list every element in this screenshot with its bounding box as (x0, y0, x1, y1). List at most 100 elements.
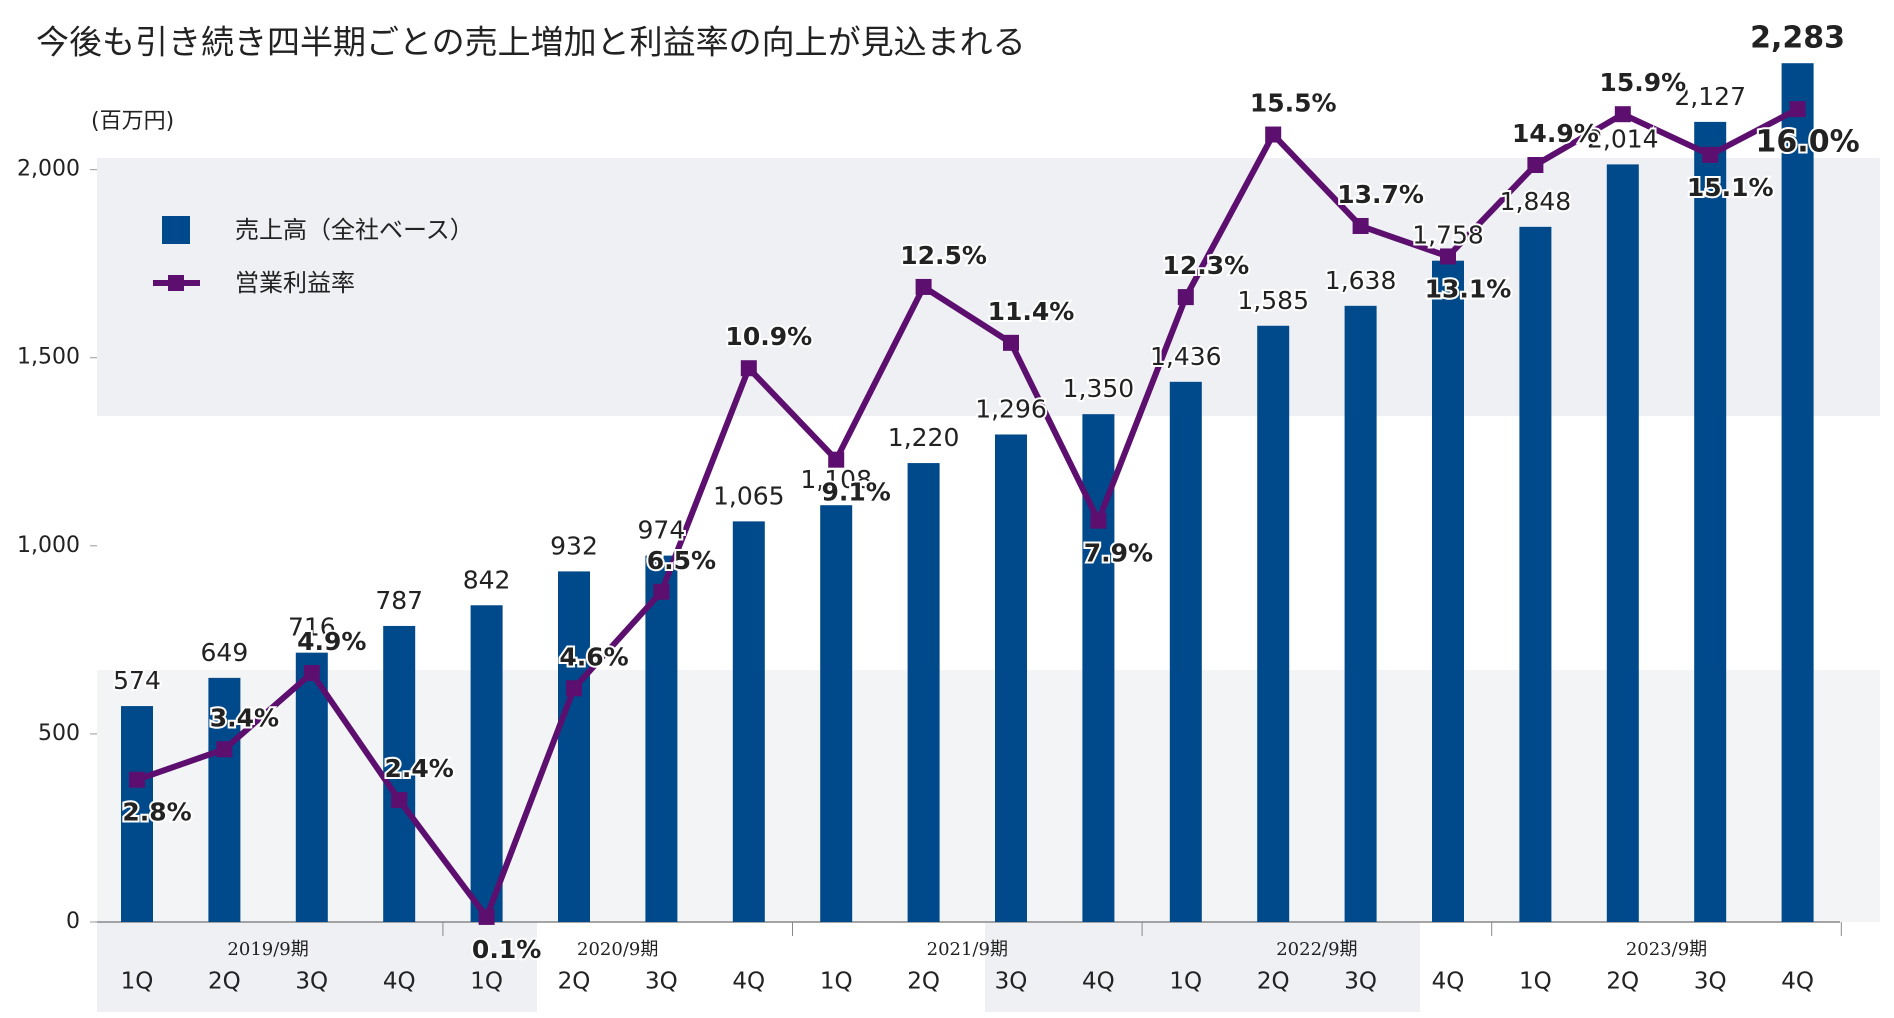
bar-value-label: 1,296 (975, 394, 1047, 423)
x-tick-label: 2Q (1606, 969, 1639, 995)
line-marker (1090, 512, 1107, 529)
line-marker (129, 771, 145, 788)
bar-value-label: 1,436 (1150, 342, 1222, 371)
chart-title: 今後も引き続き四半期ごとの売上増加と利益率の向上が見込まれる (36, 23, 1026, 62)
bar-value-label: 1,638 (1325, 266, 1397, 295)
x-tick-label: 2Q (558, 969, 591, 995)
bar (1169, 381, 1202, 922)
bar (558, 571, 590, 922)
bar (208, 677, 241, 922)
bar-value-label: 974 (638, 516, 686, 545)
line-marker (1265, 126, 1282, 143)
line-value-label: 10.9% (725, 322, 812, 351)
line-value-label: 11.4% (988, 297, 1075, 326)
bar (1781, 63, 1814, 922)
line-marker (1789, 101, 1806, 118)
line-value-label: 12.5% (900, 241, 987, 270)
line-marker (1352, 217, 1369, 234)
line-marker (1003, 334, 1019, 351)
line-value-label: 7.9% (1084, 539, 1153, 568)
x-tick-label: 1Q (121, 969, 154, 995)
background-band (97, 922, 537, 1012)
line-marker (653, 583, 670, 600)
x-tick-label: 4Q (383, 969, 416, 995)
line-value-label: 13.7% (1337, 180, 1424, 209)
x-tick-label: 1Q (820, 969, 853, 995)
x-tick-label: 2Q (907, 969, 940, 995)
bar (995, 434, 1027, 922)
x-tick-label: 3Q (295, 969, 328, 995)
bar (383, 625, 416, 922)
line-value-label: 15.1% (1687, 173, 1774, 202)
bar-value-label: 1,585 (1237, 286, 1309, 315)
line-value-label: 3.4% (210, 703, 279, 732)
line-marker (566, 680, 582, 697)
x-tick-label: 4Q (1781, 969, 1814, 995)
group-label: 2023/9期 (1626, 939, 1707, 960)
line-value-label: 14.9% (1512, 119, 1599, 148)
y-axis-label: (百万円) (91, 109, 174, 134)
y-tick-label: 2,000 (17, 157, 80, 182)
background-band (97, 158, 1880, 416)
line-value-label: 4.9% (297, 627, 366, 656)
bar-value-label: 1,848 (1500, 187, 1572, 216)
bar-value-label: 649 (201, 638, 249, 667)
x-tick-label: 3Q (1694, 969, 1727, 995)
bar (1694, 121, 1727, 922)
line-marker (828, 451, 845, 468)
line-value-label: 0.1% (472, 935, 541, 964)
background-band (985, 922, 1420, 1012)
bar (732, 521, 765, 922)
group-label: 2022/9期 (1276, 939, 1357, 960)
y-tick-label: 500 (38, 721, 80, 746)
bar (470, 605, 503, 922)
bar-value-label: 716 (288, 613, 336, 642)
line-value-label: 4.6% (559, 642, 628, 671)
bar-value-label: 1,220 (888, 423, 960, 452)
x-tick-label: 4Q (732, 969, 765, 995)
bar-value-label: 842 (463, 565, 511, 594)
bar (1257, 325, 1290, 922)
line-marker (216, 741, 233, 758)
bar-value-label: 932 (550, 531, 598, 560)
bar-value-label: 1,350 (1063, 374, 1135, 403)
x-tick-label: 3Q (645, 969, 678, 995)
bar-value-label: 2,283 (1750, 21, 1845, 56)
y-tick-label: 1,500 (17, 345, 80, 370)
x-tick-label: 2Q (1257, 969, 1290, 995)
line-marker (915, 278, 932, 295)
line-marker (1614, 106, 1631, 123)
line-marker (1440, 248, 1456, 265)
bar (121, 706, 153, 922)
legend-swatch (162, 216, 190, 244)
x-tick-label: 1Q (470, 969, 503, 995)
line-value-label: 15.5% (1250, 89, 1337, 118)
bar-value-label: 1,065 (713, 481, 785, 510)
line-marker (391, 792, 408, 809)
bar-value-label: 1,108 (800, 465, 872, 494)
group-label: 2021/9期 (927, 939, 1008, 960)
line-value-label: 12.3% (1162, 251, 1249, 280)
line-marker (478, 908, 495, 925)
line-value-label: 2.8% (122, 798, 191, 827)
bar-value-label: 2,014 (1587, 124, 1659, 153)
x-tick-label: 3Q (1344, 969, 1377, 995)
group-label: 2019/9期 (227, 939, 308, 960)
x-tick-label: 2Q (208, 969, 241, 995)
bar (295, 652, 328, 922)
legend-label: 営業利益率 (235, 269, 355, 297)
legend-label: 売上高（全社ベース） (235, 216, 474, 244)
line-value-label: 9.1% (822, 478, 891, 507)
line-value-label: 15.9% (1599, 68, 1686, 97)
x-tick-label: 1Q (1169, 969, 1202, 995)
bar (1519, 226, 1552, 922)
y-tick-label: 1,000 (17, 533, 80, 558)
bar (645, 555, 678, 922)
group-label: 2020/9期 (577, 939, 658, 960)
line-marker (1527, 157, 1544, 174)
line (136, 106, 1799, 920)
line-value-label: 16.0% (1756, 125, 1860, 160)
bar-value-label: 574 (113, 666, 161, 695)
x-tick-label: 3Q (995, 969, 1028, 995)
